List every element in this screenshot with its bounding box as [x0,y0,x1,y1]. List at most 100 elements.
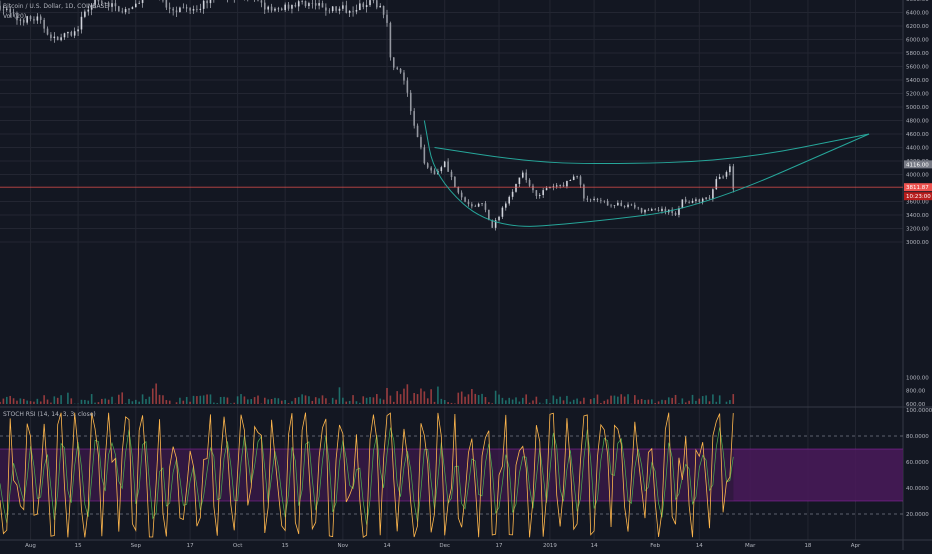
candle-body [413,111,415,126]
candle-body [396,68,398,69]
candle-body [454,177,456,187]
symbol-label: Bitcoin / U.S. Dollar, 1D, COINBASE [3,3,108,10]
candle-body [132,7,134,9]
candle-body [512,192,514,197]
volume-bar [349,401,351,404]
candle-body [57,37,59,41]
volume-bar [345,402,347,404]
candle-body [444,162,446,168]
candle-body [576,176,578,177]
current-price-badge: 3811.87 [906,185,929,191]
volume-bar [322,395,324,404]
volume-bar [468,394,470,404]
candle-body [33,19,35,20]
candle-body [312,3,314,4]
volume-bar [40,401,42,404]
candle-body [474,206,476,207]
candle-body [651,209,653,211]
date-tick-label: 15 [75,543,82,549]
volume-bar [142,394,144,404]
price-tick-label: 3400.00 [906,213,929,219]
candle-body [111,3,113,7]
price-tick-label: 6600.00 [906,0,929,3]
volume-bar [508,398,510,404]
candle-body [47,29,49,35]
cup-top-arc [435,134,870,164]
candle-body [726,172,728,177]
candle-body [125,9,127,12]
volume-bar [688,401,690,404]
candle-body [580,176,582,184]
volume-bar [84,400,86,404]
volume-bar [474,394,476,404]
candle-body [430,168,432,171]
volume-bar [464,397,466,404]
candle-body [614,205,616,206]
candle-body [81,17,83,30]
candle-body [135,4,137,8]
candle-body [485,203,487,210]
candle-body [169,8,171,9]
candle-body [128,9,130,10]
price-tick-label: 4800.00 [906,119,929,125]
volume-bar [709,401,711,404]
candle-body [532,186,534,190]
volume-bar [430,389,432,404]
volume-bar [610,396,612,404]
volume-bar [183,401,185,404]
volume-bar [369,397,371,404]
volume-bar [617,397,619,404]
candle-body [379,6,381,7]
candle-body [434,171,436,175]
candle-body [40,16,42,19]
candle-body [271,7,273,11]
candle-body [685,199,687,202]
candle-body [692,201,694,203]
candle-body [332,6,334,11]
volume-bar [193,396,195,404]
candle-body [121,12,123,13]
volume-bar [400,394,402,404]
candle-body [627,205,629,207]
candle-body [603,201,605,202]
candle-body [318,3,320,6]
volume-bar [461,392,463,404]
volume-bar [573,400,575,404]
candle-body [70,32,72,36]
volume-bar [186,397,188,404]
candle-body [60,37,62,40]
candle-body [291,5,293,9]
candle-body [719,177,721,179]
volume-bar [54,396,56,404]
volume-bar [288,403,290,404]
candle-body [658,210,660,211]
date-tick-label: Mar [745,543,756,549]
volume-bar [121,392,123,404]
volume-bar [23,399,25,404]
candle-body [695,199,697,201]
volume-bar [26,401,28,404]
volume-bar [128,399,130,404]
volume-bar [104,399,106,404]
volume-bar [732,394,734,404]
volume-bar [264,398,266,404]
candle-body [556,185,558,186]
volume-bar [244,396,246,404]
volume-bar [685,402,687,404]
volume-bar [335,400,337,404]
volume-bar [213,403,215,404]
volume-bar [396,391,398,404]
volume-bar [199,396,201,404]
volume-bar [359,403,361,404]
volume-bar [67,393,69,404]
volume-bar [478,395,480,404]
candle-body [481,203,483,204]
volume-bar [559,397,561,404]
candle-body [264,3,266,10]
volume-bar [648,400,650,404]
volume-bar [678,403,680,404]
volume-bar [502,398,504,404]
candle-body [301,1,303,2]
